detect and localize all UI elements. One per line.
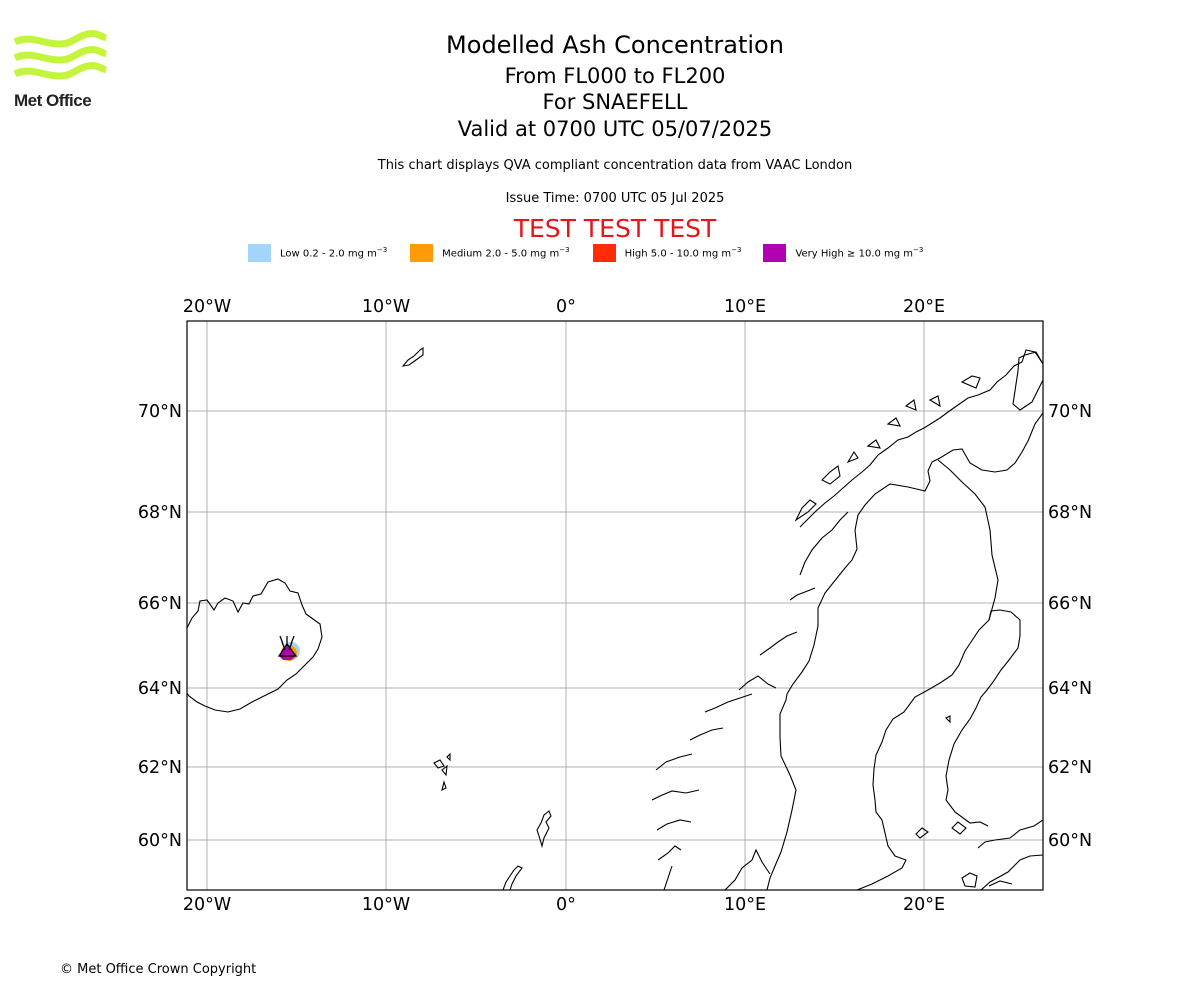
lon-label-bottom-0: 0° <box>556 895 576 915</box>
coastline-norway-west <box>651 349 1043 890</box>
chart-title: Modelled Ash Concentration <box>446 31 784 59</box>
lat-label-right-68n: 68°N <box>1048 503 1092 523</box>
legend-item-very-high: Very High ≥ 10.0 mg m−3 <box>763 244 923 262</box>
copyright: © Met Office Crown Copyright <box>60 962 257 977</box>
legend-swatch-very-high <box>763 244 787 262</box>
lat-label-right-70n: 70°N <box>1048 402 1092 422</box>
valid-time: Valid at 0700 UTC 05/07/2025 <box>457 117 773 141</box>
coastline-faroe <box>433 752 451 792</box>
legend-label-low: Low 0.2 - 2.0 mg m <box>280 248 377 260</box>
chart-description: This chart displays QVA compliant concen… <box>377 158 853 173</box>
lon-label-bottom-20w: 20°W <box>183 895 231 915</box>
legend-swatch-high <box>592 244 616 262</box>
volcano-name: For SNAEFELL <box>542 90 688 114</box>
lat-label-left-62n: 62°N <box>138 758 182 778</box>
test-banner: TEST TEST TEST <box>513 214 717 243</box>
map-frame <box>186 320 1044 891</box>
coastline-scandinavia <box>766 351 1043 890</box>
legend-item-high: High 5.0 - 10.0 mg m−3 <box>592 244 741 262</box>
lat-label-left-68n: 68°N <box>138 503 182 523</box>
lon-label-bottom-10e: 10°E <box>724 895 766 915</box>
lon-label-top-20w: 20°W <box>183 297 231 317</box>
gridlines <box>187 321 1043 890</box>
lat-label-right-66n: 66°N <box>1048 594 1092 614</box>
axis-labels: 20°W 10°W 0° 10°E 20°E 20°W 10°W 0° 10°E… <box>138 297 1092 915</box>
lon-label-top-0: 0° <box>556 297 576 317</box>
legend-swatch-medium <box>410 244 434 262</box>
lat-label-left-60n: 60°N <box>138 831 182 851</box>
lat-label-left-66n: 66°N <box>138 594 182 614</box>
legend-label-medium: Medium 2.0 - 5.0 mg m <box>442 248 560 260</box>
volcano-icon <box>277 635 298 657</box>
lat-label-left-64n: 64°N <box>138 679 182 699</box>
coastline-jan-mayen <box>401 346 424 367</box>
coastline-iceland <box>187 578 323 713</box>
legend-label-very-high: Very High ≥ 10.0 mg m <box>795 248 914 260</box>
coastline-orkney <box>502 865 523 890</box>
lon-label-top-10w: 10°W <box>362 297 410 317</box>
coastline-gulf-bothnia <box>937 459 999 621</box>
lon-label-bottom-20e: 20°E <box>903 895 945 915</box>
legend-item-medium: Medium 2.0 - 5.0 mg m−3 <box>410 244 570 262</box>
lat-label-left-70n: 70°N <box>138 402 182 422</box>
coastline-lofoten <box>794 375 981 522</box>
issue-time: Issue Time: 0700 UTC 05 Jul 2025 <box>505 191 725 206</box>
coastline-estonia <box>961 872 1013 888</box>
lat-label-right-64n: 64°N <box>1048 679 1092 699</box>
coastline-aland <box>915 715 967 839</box>
lon-label-bottom-10w: 10°W <box>362 895 410 915</box>
coastline-shetland <box>536 810 552 849</box>
coastlines <box>187 346 1043 890</box>
lat-label-right-60n: 60°N <box>1048 831 1092 851</box>
legend-swatch-low <box>248 244 271 262</box>
met-office-wordmark: Met Office <box>14 91 92 110</box>
legend-item-low: Low 0.2 - 2.0 mg m−3 <box>248 244 387 262</box>
coastline-skagerrak <box>724 848 771 890</box>
legend: Low 0.2 - 2.0 mg m−3 Medium 2.0 - 5.0 mg… <box>248 244 923 262</box>
lon-label-top-20e: 20°E <box>903 297 945 317</box>
lat-label-right-62n: 62°N <box>1048 758 1092 778</box>
lon-label-top-10e: 10°E <box>724 297 766 317</box>
flight-levels: From FL000 to FL200 <box>504 64 726 88</box>
met-office-logo-icon <box>14 30 108 80</box>
legend-label-high: High 5.0 - 10.0 mg m <box>624 248 732 260</box>
